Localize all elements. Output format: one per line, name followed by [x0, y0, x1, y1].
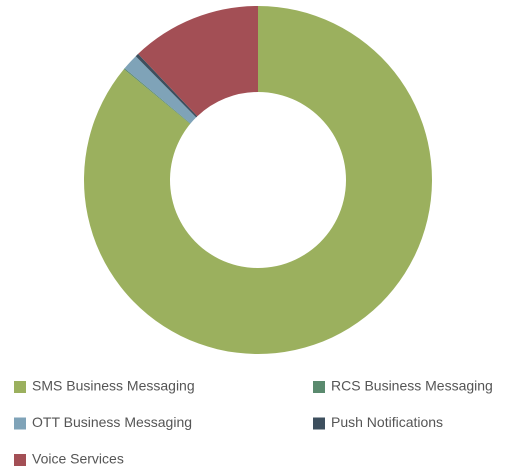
donut-slice: [138, 6, 258, 117]
legend-swatch: [14, 454, 26, 466]
legend-label: SMS Business Messaging: [32, 378, 195, 394]
legend-swatch: [14, 417, 26, 430]
donut-slice: [123, 68, 191, 124]
legend-swatch: [313, 417, 325, 430]
donut-slice: [83, 6, 432, 354]
donut-slice: [124, 56, 197, 124]
legend-swatch: [313, 381, 325, 393]
legend-label: RCS Business Messaging: [331, 378, 493, 394]
legend-label: Push Notifications: [331, 414, 443, 430]
legend-label: Voice Services: [32, 451, 124, 467]
legend-label: OTT Business Messaging: [32, 414, 192, 430]
legend-swatch: [14, 381, 26, 393]
donut-slice: [135, 53, 198, 118]
